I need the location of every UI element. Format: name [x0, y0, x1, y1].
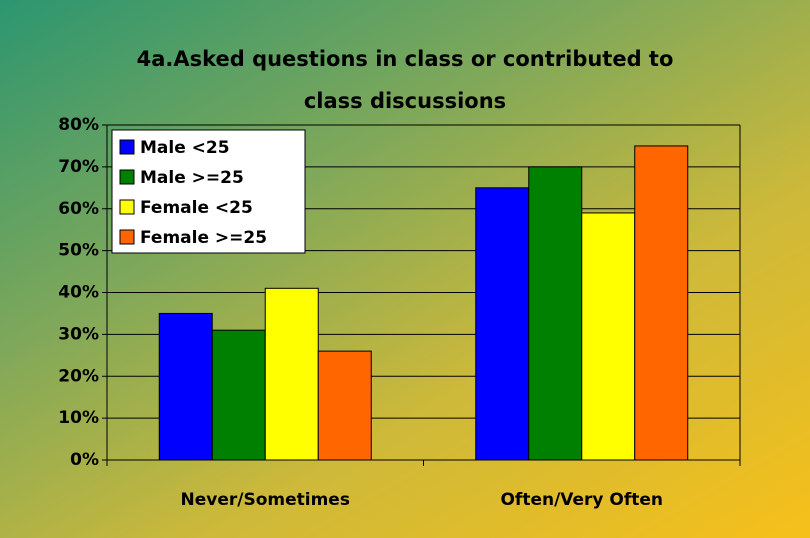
- y-tick-label: 40%: [58, 283, 99, 303]
- legend-swatch: [119, 199, 135, 215]
- legend-swatch: [119, 139, 135, 155]
- y-tick-label: 70%: [58, 157, 99, 177]
- bar: [528, 166, 583, 461]
- chart-title: 4a.Asked questions in class or contribut…: [136, 47, 674, 113]
- y-tick-label: 50%: [58, 241, 99, 261]
- legend-label: Male >=25: [140, 168, 244, 188]
- bar: [581, 212, 636, 461]
- y-tick-label: 10%: [58, 408, 99, 428]
- y-tick-label: 20%: [58, 366, 99, 386]
- bar: [634, 145, 689, 461]
- bar: [475, 187, 530, 461]
- y-tick-label: 80%: [58, 115, 99, 135]
- x-tick-label: Never/Sometimes: [181, 490, 350, 510]
- legend-label: Female <25: [140, 198, 253, 218]
- legend-swatch: [119, 169, 135, 185]
- bar: [317, 350, 372, 461]
- legend-label: Female >=25: [140, 228, 267, 248]
- legend-swatch: [119, 229, 135, 245]
- y-tick-label: 60%: [58, 199, 99, 219]
- y-tick-label: 30%: [58, 324, 99, 344]
- bar: [158, 312, 213, 461]
- x-tick-label: Often/Very Often: [500, 490, 663, 510]
- y-tick-label: 0%: [70, 450, 99, 470]
- legend-box: [111, 129, 306, 254]
- legend-label: Male <25: [140, 138, 230, 158]
- bar: [211, 329, 266, 461]
- bar: [264, 287, 319, 461]
